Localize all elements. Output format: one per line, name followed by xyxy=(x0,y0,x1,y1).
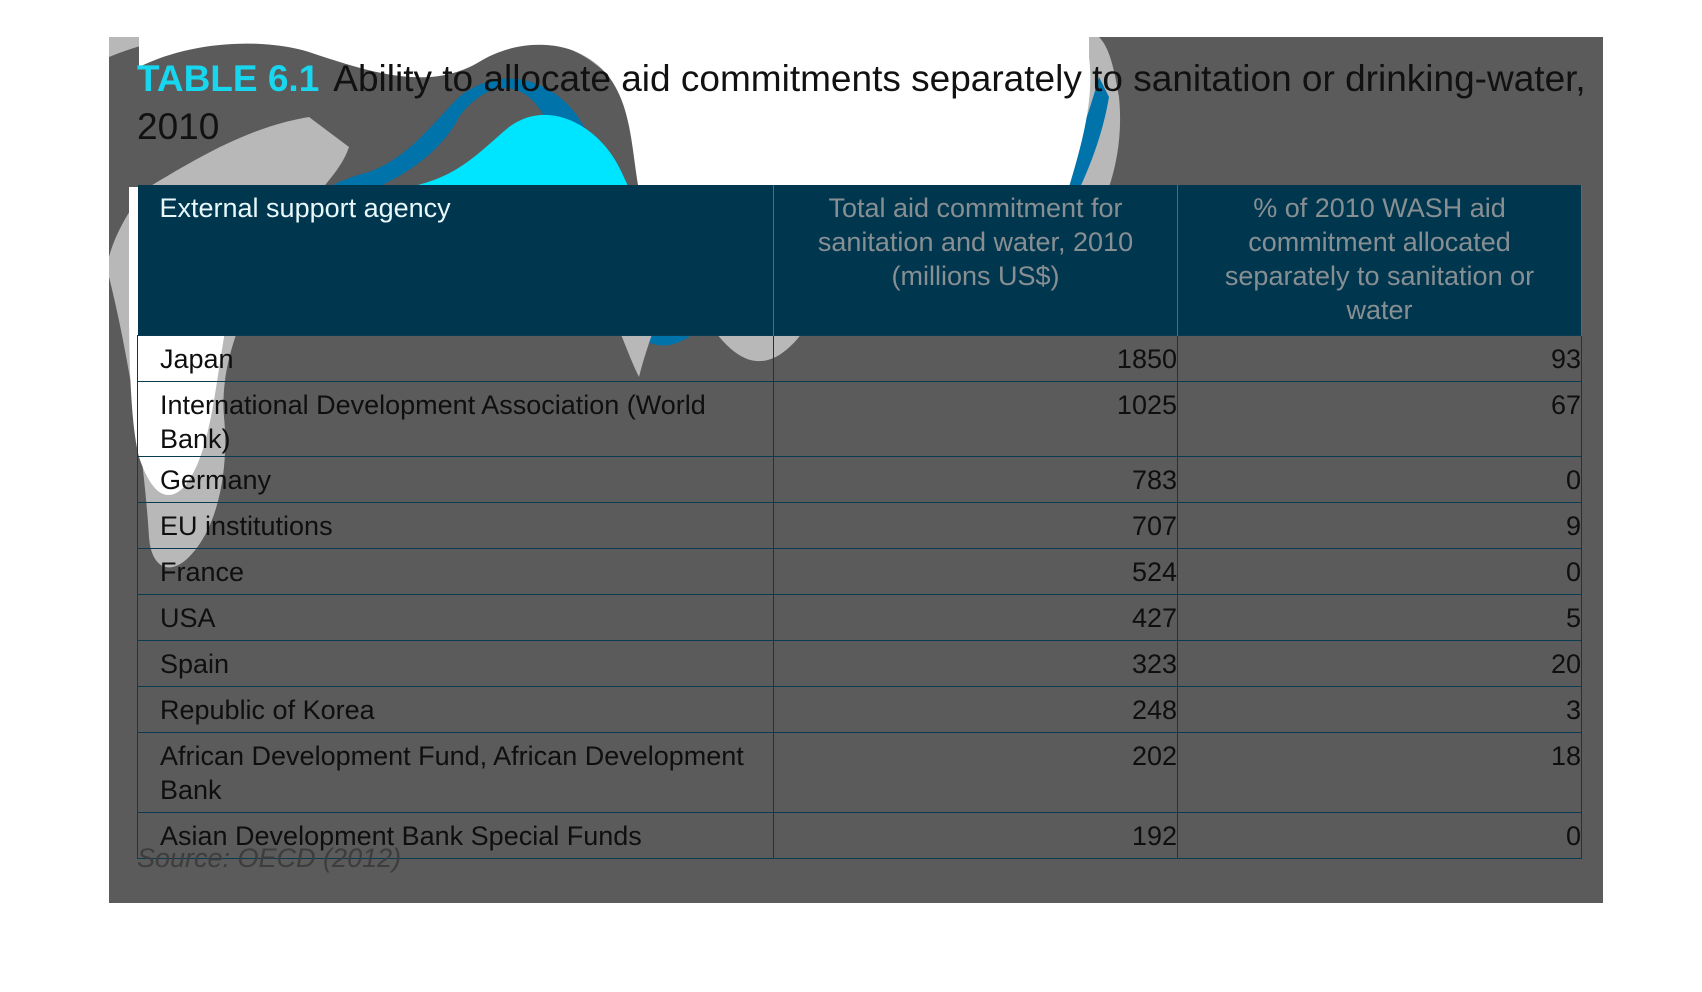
percent-cell: 9 xyxy=(1177,502,1582,549)
total-cell: 524 xyxy=(773,548,1178,595)
table-header-row: External support agency Total aid commit… xyxy=(137,185,1582,336)
total-cell: 202 xyxy=(773,732,1178,813)
percent-value: 20 xyxy=(1550,649,1581,679)
aid-commitments-table: External support agency Total aid commit… xyxy=(137,185,1582,859)
total-cell: 427 xyxy=(773,594,1178,641)
percent-cell: 67 xyxy=(1177,381,1582,457)
agency-cell: Asian Development Bank Special Funds xyxy=(137,812,774,859)
table-number: TABLE 6.1 xyxy=(137,58,320,99)
percent-cell: 0 xyxy=(1177,548,1582,595)
percent-value: 0 xyxy=(1565,821,1581,851)
table-panel: TABLE 6.1 Ability to allocate aid commitm… xyxy=(109,37,1603,903)
agency-cell: EU institutions xyxy=(137,502,774,549)
percent-cell: 0 xyxy=(1177,812,1582,859)
total-cell: 323 xyxy=(773,640,1178,687)
total-cell: 1850 xyxy=(773,335,1178,382)
percent-cell: 93 xyxy=(1177,335,1582,382)
table-row: Spain 323 20 xyxy=(137,640,1582,687)
total-value: 783 xyxy=(1131,465,1177,495)
total-value: 524 xyxy=(1131,557,1177,587)
table-row: African Development Fund, African Develo… xyxy=(137,732,1582,813)
total-value: 1025 xyxy=(1116,390,1177,420)
column-header-percent: % of 2010 WASH aid commitment allocated … xyxy=(1177,185,1582,336)
percent-value: 9 xyxy=(1565,511,1581,541)
agency-cell: Spain xyxy=(137,640,774,687)
table-row: Germany 783 0 xyxy=(137,456,1582,503)
total-cell: 707 xyxy=(773,502,1178,549)
percent-cell: 3 xyxy=(1177,686,1582,733)
agency-cell: African Development Fund, African Develo… xyxy=(137,732,774,813)
total-cell: 248 xyxy=(773,686,1178,733)
total-value: 202 xyxy=(1131,741,1177,771)
agency-cell: Japan xyxy=(137,335,774,382)
percent-value: 0 xyxy=(1565,557,1581,587)
percent-value: 5 xyxy=(1565,603,1581,633)
agency-cell: USA xyxy=(137,594,774,641)
total-value: 427 xyxy=(1131,603,1177,633)
table-row: Japan 1850 93 xyxy=(137,335,1582,382)
column-header-agency: External support agency xyxy=(137,185,774,336)
agency-cell: Republic of Korea xyxy=(137,686,774,733)
total-cell: 1025 xyxy=(773,381,1178,457)
total-value: 248 xyxy=(1131,695,1177,725)
percent-value: 3 xyxy=(1565,695,1581,725)
total-value: 323 xyxy=(1131,649,1177,679)
agency-cell: Germany xyxy=(137,456,774,503)
percent-cell: 18 xyxy=(1177,732,1582,813)
agency-cell: International Development Association (W… xyxy=(137,381,774,457)
agency-cell: France xyxy=(137,548,774,595)
table-row: France 524 0 xyxy=(137,548,1582,595)
table-row: Republic of Korea 248 3 xyxy=(137,686,1582,733)
total-value: 707 xyxy=(1131,511,1177,541)
total-value: 192 xyxy=(1131,821,1177,851)
total-cell: 192 xyxy=(773,812,1178,859)
percent-value: 93 xyxy=(1550,344,1581,374)
percent-cell: 0 xyxy=(1177,456,1582,503)
percent-value: 18 xyxy=(1550,741,1581,771)
percent-value: 0 xyxy=(1565,465,1581,495)
column-header-total: Total aid commitment for sanitation and … xyxy=(773,185,1178,336)
total-cell: 783 xyxy=(773,456,1178,503)
percent-value: 67 xyxy=(1550,390,1581,420)
table-row: EU institutions 707 9 xyxy=(137,502,1582,549)
table-caption: Ability to allocate aid commitments sepa… xyxy=(137,58,1586,147)
table-row: Asian Development Bank Special Funds 192… xyxy=(137,812,1582,859)
percent-cell: 5 xyxy=(1177,594,1582,641)
table-title: TABLE 6.1 Ability to allocate aid commitm… xyxy=(137,55,1587,151)
percent-cell: 20 xyxy=(1177,640,1582,687)
total-value: 1850 xyxy=(1116,344,1177,374)
table-row: USA 427 5 xyxy=(137,594,1582,641)
table-source-note: Source: OECD (2012) xyxy=(137,843,402,873)
table-row: International Development Association (W… xyxy=(137,381,1582,457)
